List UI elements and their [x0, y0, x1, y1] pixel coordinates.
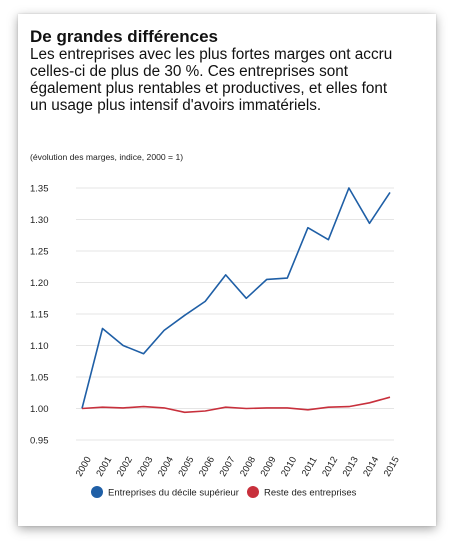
chart-title: De grandes différences	[30, 27, 219, 46]
x-tick-label: 2014	[361, 455, 381, 479]
y-tick-label: 1.30	[30, 215, 49, 226]
legend: Entreprises du décile supérieur Reste des…	[91, 486, 357, 499]
x-tick-label: 2010	[279, 455, 299, 479]
x-tick-label: 2008	[238, 455, 258, 479]
x-tick-label: 2006	[197, 455, 217, 479]
x-tick-label: 2002	[115, 455, 135, 479]
legend-label: Reste des entreprises	[264, 488, 357, 499]
gridlines	[76, 187, 394, 441]
x-tick-label: 2001	[94, 455, 114, 479]
y-tick-label: 1.10	[30, 341, 49, 352]
y-axis: 0.95 1.00 1.05 1.10 1.15 1.20 1.25 1.30 1.35	[30, 184, 49, 447]
legend-swatch	[247, 486, 259, 498]
y-tick-label: 1.00	[30, 404, 49, 415]
x-tick-label: 2000	[74, 455, 94, 479]
y-tick-label: 1.05	[30, 373, 49, 384]
y-tick-label: 1.35	[30, 184, 49, 195]
legend-swatch	[91, 486, 103, 498]
legend-label: Entreprises du décile supérieur	[108, 488, 239, 499]
chart-subtitle: Les entreprises avec les plus fortes mar…	[30, 46, 393, 114]
x-tick-label: 2003	[135, 455, 155, 479]
y-tick-label: 1.15	[30, 310, 49, 321]
x-tick-label: 2009	[259, 455, 279, 479]
series-line-top-decile	[81, 187, 391, 409]
series-line-rest	[81, 396, 391, 414]
x-tick-label: 2015	[382, 455, 402, 479]
x-tick-label: 2005	[176, 455, 196, 479]
y-tick-label: 0.95	[30, 436, 49, 447]
x-axis: 2000 2001 2002 2003 2004 2005 2006 2007 2008 2009…	[74, 455, 402, 479]
x-tick-label: 2004	[156, 455, 176, 479]
y-tick-label: 1.20	[30, 278, 49, 289]
x-tick-label: 2013	[341, 455, 361, 479]
chart-unit-note: (évolution des marges, indice, 2000 = 1)	[30, 152, 184, 162]
chart-card	[18, 14, 436, 526]
x-tick-label: 2007	[218, 455, 238, 479]
x-tick-label: 2011	[300, 455, 320, 478]
x-tick-label: 2012	[320, 455, 340, 479]
series-lines	[81, 187, 391, 414]
y-tick-label: 1.25	[30, 247, 49, 258]
